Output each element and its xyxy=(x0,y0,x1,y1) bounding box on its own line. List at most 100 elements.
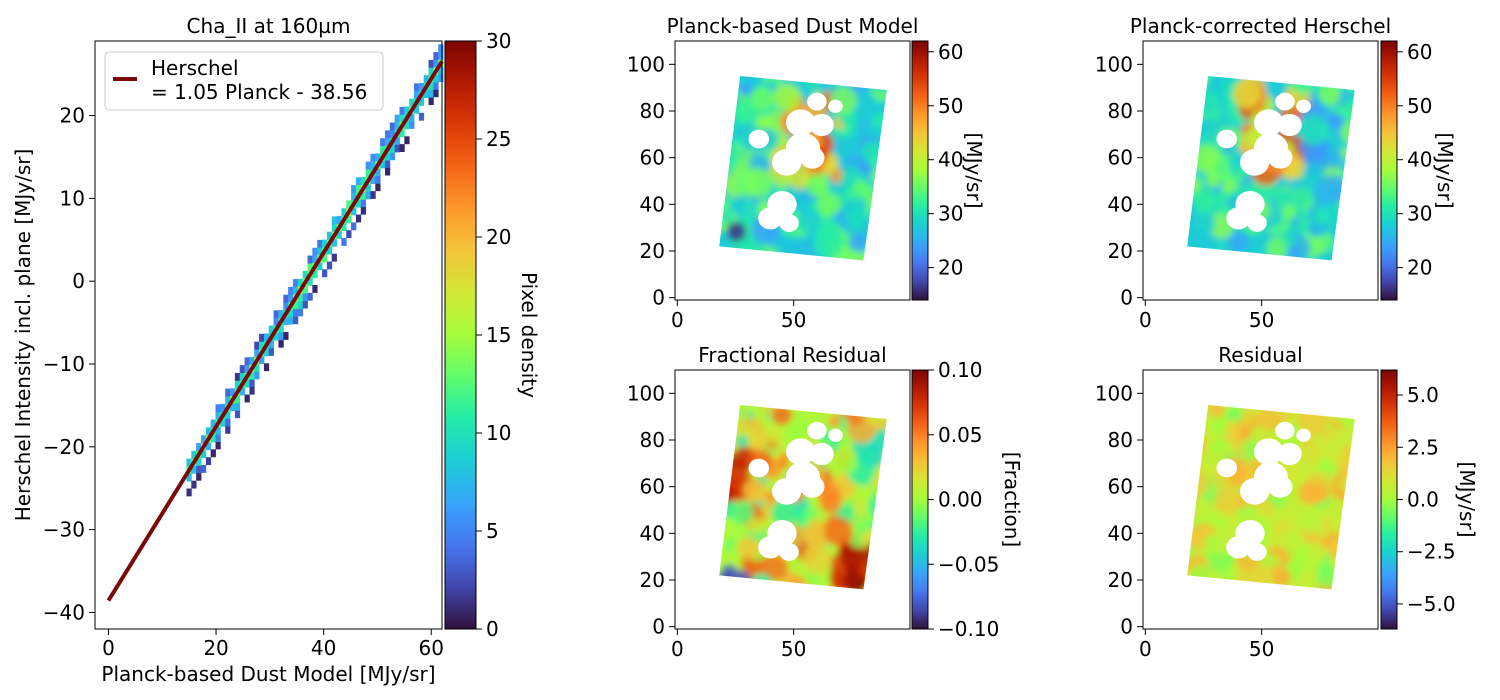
y-tick-label: −10 xyxy=(43,352,85,376)
colorbar-tick-label: 50 xyxy=(938,94,963,118)
density-cell xyxy=(244,379,250,388)
density-cell xyxy=(404,106,410,115)
colorbar-gradient xyxy=(1380,40,1398,301)
legend-label-line1: Herschel xyxy=(151,56,239,80)
density-cell xyxy=(433,52,439,60)
density-cell xyxy=(259,333,265,342)
density-cell xyxy=(215,404,221,413)
density-cell xyxy=(288,309,294,318)
density-cell xyxy=(351,192,357,201)
density-cell xyxy=(322,269,328,278)
density-cell xyxy=(389,122,396,131)
density-cell xyxy=(249,379,255,388)
density-cell xyxy=(384,167,391,176)
masked-region xyxy=(1253,438,1284,465)
density-cell xyxy=(351,207,357,216)
density-cell xyxy=(384,152,391,161)
density-cell xyxy=(414,105,420,114)
fit-line xyxy=(106,60,444,602)
density-cell xyxy=(317,239,323,248)
density-cell xyxy=(254,341,260,350)
y-tick-label: 10 xyxy=(60,186,85,210)
y-tick-label: 0 xyxy=(72,269,85,293)
density-cell xyxy=(210,434,216,443)
x-tick-label: 50 xyxy=(1249,637,1274,661)
colorbar-tick-label: 0.00 xyxy=(938,488,983,512)
density-cell xyxy=(196,457,202,466)
density-cell xyxy=(375,175,381,184)
colorbar-tick-label: 60 xyxy=(938,40,963,64)
map-image xyxy=(1187,405,1355,590)
density-cell xyxy=(428,82,434,91)
masked-region xyxy=(809,442,834,466)
density-cell xyxy=(230,388,236,397)
colorbar-tick-label: −0.05 xyxy=(938,552,999,576)
x-axis-label: Planck-based Dust Model [MJy/sr] xyxy=(101,662,435,686)
density-cell xyxy=(302,285,308,294)
plot-frame xyxy=(94,40,443,630)
masked-region xyxy=(772,149,802,176)
density-cell xyxy=(375,153,381,162)
density-cell xyxy=(205,457,212,466)
colorbar-label: [MJy/sr] xyxy=(962,133,986,209)
density-cell xyxy=(322,239,328,248)
masked-region xyxy=(1296,99,1311,113)
masked-region xyxy=(828,428,843,442)
density-cell xyxy=(331,223,337,232)
density-cell xyxy=(244,394,250,403)
map-image xyxy=(719,76,887,261)
x-tick-label: 0 xyxy=(1139,637,1152,661)
colorbar-label: [Fraction] xyxy=(1000,452,1024,547)
density-cell xyxy=(414,90,420,99)
density-cell xyxy=(249,386,255,395)
colorbar-tick-label: 30 xyxy=(486,29,511,53)
colorbar-tick-label: 40 xyxy=(938,148,963,172)
density-cell xyxy=(346,215,352,224)
y-tick-label: 100 xyxy=(1095,52,1133,76)
colorbar-tick-label: 5.0 xyxy=(1407,383,1439,407)
density-cell xyxy=(394,137,400,145)
x-tick-label: 20 xyxy=(203,636,228,660)
density-cell xyxy=(394,144,400,153)
density-cell xyxy=(399,129,405,138)
y-tick-label: 0 xyxy=(652,286,665,310)
density-cell xyxy=(360,191,367,200)
density-cell xyxy=(196,472,202,481)
x-tick-label: 50 xyxy=(781,637,806,661)
plot-title: Fractional Residual xyxy=(698,343,886,367)
masked-region xyxy=(1216,458,1238,478)
density-cell xyxy=(312,247,318,256)
density-cell xyxy=(433,74,439,83)
density-cell xyxy=(230,403,236,412)
colorbar-tick-label: 30 xyxy=(1407,202,1432,226)
y-tick-label: 20 xyxy=(60,104,85,128)
density-cell xyxy=(326,231,333,240)
density-cell xyxy=(186,473,192,482)
density-cell xyxy=(283,294,289,303)
density-cell xyxy=(380,145,386,154)
colorbar-tick-label: 40 xyxy=(1407,148,1432,172)
density-cell xyxy=(399,106,405,115)
density-cell xyxy=(433,89,439,98)
density-cell xyxy=(302,270,308,279)
masked-region xyxy=(1216,129,1238,149)
density-cell xyxy=(399,144,405,153)
y-tick-label: 80 xyxy=(1108,428,1133,452)
density-cell xyxy=(273,332,279,341)
density-cell xyxy=(428,67,434,76)
legend-box xyxy=(104,51,384,111)
density-cell xyxy=(278,332,284,341)
density-cell xyxy=(384,160,391,169)
y-tick-label: 20 xyxy=(640,568,665,592)
colorbar-gradient xyxy=(911,369,929,630)
density-cell xyxy=(191,465,197,474)
colorbar-tick-label: −2.5 xyxy=(1407,540,1456,564)
density-cell xyxy=(234,395,241,404)
density-cell xyxy=(220,403,226,412)
colorbar-tick-label: 10 xyxy=(486,421,511,445)
density-cell xyxy=(399,114,405,123)
y-tick-label: 40 xyxy=(640,192,665,216)
density-cell xyxy=(191,450,197,459)
masked-region xyxy=(809,113,834,137)
